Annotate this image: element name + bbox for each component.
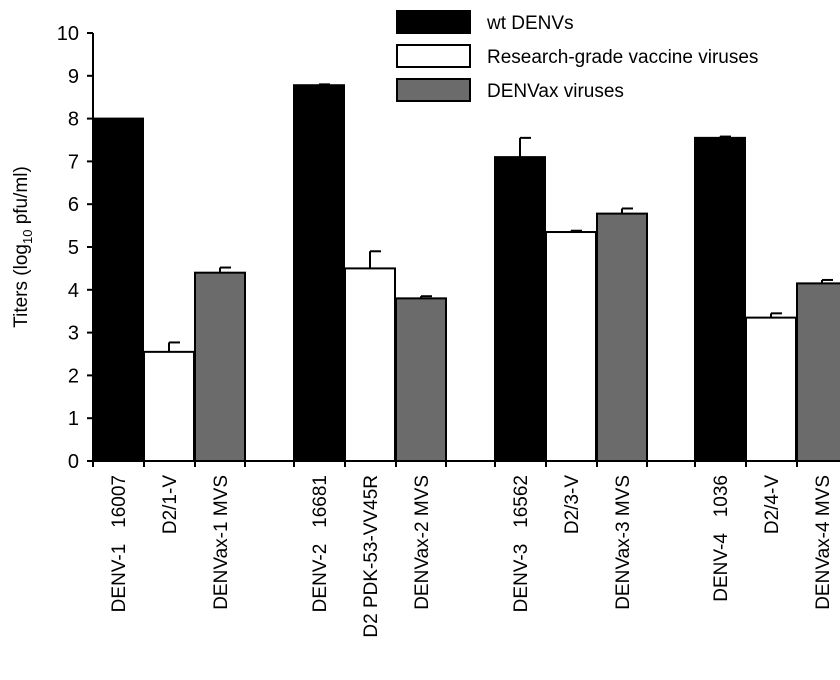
legend-swatch bbox=[396, 44, 471, 68]
y-tick-label: 3 bbox=[68, 323, 79, 345]
legend-label: Research-grade vaccine viruses bbox=[487, 47, 758, 68]
y-tick-label: 8 bbox=[68, 109, 79, 131]
bar bbox=[143, 350, 195, 462]
category-label: D2 PDK-53-VV45R bbox=[361, 475, 382, 638]
bars bbox=[92, 83, 840, 463]
legend-swatch bbox=[396, 78, 471, 102]
category-label: DENVax-3 MVS bbox=[613, 475, 634, 610]
bar bbox=[796, 282, 840, 462]
legend-label: wt DENVs bbox=[486, 13, 574, 34]
category-labels: DENV-1 16007 D2/1-V DENVax-1 MVS DENV-2 166… bbox=[109, 475, 834, 638]
category-label: DENVax-1 MVS bbox=[211, 475, 232, 610]
legend-label: DENVax viruses bbox=[487, 81, 624, 102]
bar bbox=[395, 297, 447, 462]
bar bbox=[92, 117, 144, 462]
y-axis-title-tail: pfu/ml) bbox=[11, 166, 32, 229]
y-tick-label: 9 bbox=[68, 66, 79, 88]
bar bbox=[344, 267, 396, 462]
y-tick-label: 10 bbox=[57, 23, 79, 45]
y-axis-title: Titers (log10 pfu/ml) bbox=[11, 166, 35, 328]
bar bbox=[194, 271, 246, 462]
y-tick-label: 0 bbox=[68, 451, 79, 473]
y-tick-label: 4 bbox=[68, 280, 79, 302]
category-label: DENVax-2 MVS bbox=[412, 475, 433, 610]
bar bbox=[745, 316, 797, 462]
category-label: DENVax-4 MVS bbox=[813, 475, 834, 610]
category-label: D2/4-V bbox=[762, 475, 783, 534]
bar bbox=[545, 231, 597, 462]
category-label: DENV-4 1036 bbox=[711, 475, 732, 602]
bar bbox=[293, 84, 345, 462]
y-axis-title-main: Titers (log bbox=[11, 244, 32, 328]
category-label: DENV-1 16007 bbox=[109, 475, 130, 612]
legend: wt DENVs Research-grade vaccine viruses DE… bbox=[396, 10, 758, 102]
y-axis-title-subscript: 10 bbox=[20, 230, 35, 244]
bar bbox=[694, 136, 746, 463]
y-tick-label: 1 bbox=[68, 408, 79, 430]
y-tick-label: 5 bbox=[68, 237, 79, 259]
y-tick-label: 6 bbox=[68, 194, 79, 216]
category-label: DENV-3 16562 bbox=[511, 475, 532, 612]
y-tick-label: 2 bbox=[68, 365, 79, 387]
bar bbox=[596, 212, 648, 462]
bar bbox=[494, 156, 546, 462]
category-label: DENV-2 16681 bbox=[310, 475, 331, 612]
legend-swatch bbox=[396, 10, 471, 34]
category-label: D2/3-V bbox=[562, 475, 583, 534]
y-tick-label: 7 bbox=[68, 151, 79, 173]
category-label: D2/1-V bbox=[160, 475, 181, 534]
